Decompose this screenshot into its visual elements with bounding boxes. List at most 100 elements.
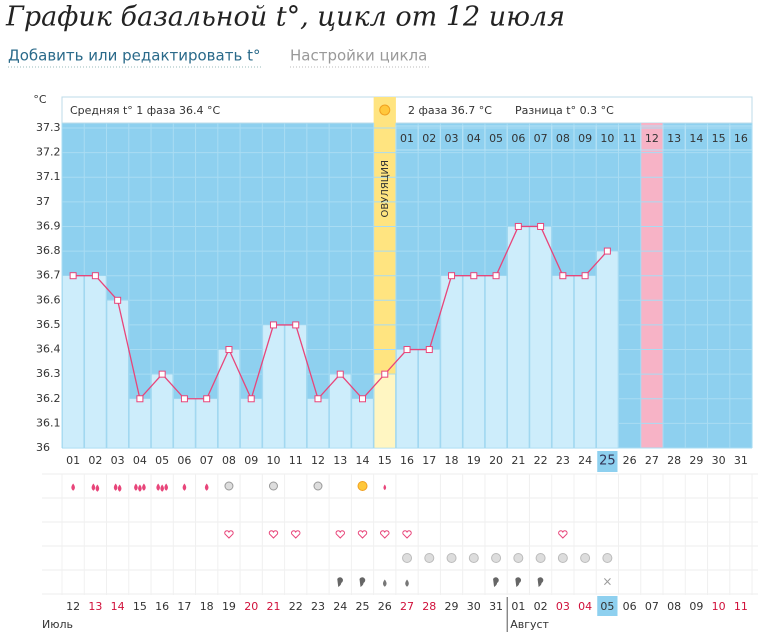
temperature-point [381, 370, 389, 378]
x-tick-label: 29 [689, 454, 703, 467]
date-label: 10 [712, 600, 726, 613]
pill-icon [402, 553, 413, 563]
bar [351, 398, 374, 449]
bar [240, 398, 263, 449]
date-label: 03 [556, 600, 570, 613]
comma-icon [493, 577, 499, 587]
pill-icon [580, 553, 591, 563]
x-tick-label: 10 [266, 454, 280, 467]
pill-icon [491, 553, 502, 563]
x-tick-label: 31 [734, 454, 748, 467]
x-tick-label: 04 [133, 454, 147, 467]
ovulation-label: ОВУЛЯЦИЯ [380, 160, 391, 218]
pill-icon [446, 553, 457, 563]
temperature-point [91, 272, 99, 280]
phase2-day: 09 [578, 132, 592, 145]
temperature-point [448, 272, 456, 280]
drop-icon [138, 484, 142, 492]
temperature-point [559, 272, 567, 280]
pill-icon [468, 553, 479, 563]
date-label: 11 [734, 600, 748, 613]
y-tick-label: 36.1 [36, 416, 61, 429]
y-tick-label: 37.3 [36, 121, 61, 134]
x-tick-label: 22 [534, 454, 548, 467]
today-date-box [597, 596, 618, 616]
drop-icon [164, 483, 168, 491]
x-tick-label: 27 [645, 454, 659, 467]
y-tick-label: 36.6 [36, 293, 61, 306]
date-label: 13 [88, 600, 102, 613]
edit-link[interactable]: Добавить или редактировать t° [8, 47, 260, 65]
bar [462, 275, 485, 449]
temperature-point [581, 272, 589, 280]
x-tick-label: 06 [177, 454, 191, 467]
bar [106, 300, 129, 449]
circle-icon [268, 481, 278, 491]
x-tick-label: 16 [400, 454, 414, 467]
x-tick-label: 13 [333, 454, 347, 467]
phase2-day: 13 [667, 132, 681, 145]
phase2-day: 01 [400, 132, 414, 145]
x-tick-label: 18 [445, 454, 459, 467]
drop-icon [95, 484, 100, 492]
drop-icon [91, 483, 96, 491]
pill-icon [513, 553, 524, 563]
x-tick-label: 09 [244, 454, 258, 467]
bar [84, 275, 107, 449]
comma-icon [515, 577, 522, 587]
pill-icon [557, 553, 568, 563]
y-tick-label: 36.9 [36, 219, 61, 232]
temperature-point [336, 370, 344, 378]
y-tick-label: 36.7 [36, 269, 61, 282]
date-label: 07 [645, 600, 659, 613]
temperature-point [603, 247, 611, 255]
phase2-day: 05 [489, 132, 503, 145]
x-tick-label: 25 [599, 454, 616, 469]
date-label: 26 [378, 600, 392, 613]
drop-icon [382, 579, 387, 587]
month-label: Август [510, 618, 549, 631]
bar [218, 349, 240, 449]
summary-box [61, 96, 753, 124]
x-tick-label: 03 [111, 454, 125, 467]
temperature-point [470, 272, 478, 280]
phase2-day: 14 [689, 132, 703, 145]
phase2-day: 16 [734, 132, 748, 145]
temperature-point [247, 395, 255, 403]
phase2-day: 06 [511, 132, 525, 145]
date-label: 25 [356, 600, 370, 613]
bar [485, 275, 507, 449]
temperature-point [203, 395, 211, 403]
pill-icon [535, 553, 546, 563]
comma-icon [537, 577, 544, 587]
settings-link[interactable]: Настройки цикла [290, 47, 427, 65]
drop-icon [134, 483, 138, 491]
date-label: 18 [200, 600, 214, 613]
drop-icon [142, 483, 146, 491]
bar [329, 373, 352, 449]
temperature-point [136, 395, 144, 403]
date-label: 16 [155, 600, 169, 613]
drop-icon [113, 483, 118, 491]
cross-icon: × [602, 575, 612, 589]
y-tick-label: 37.2 [36, 146, 61, 159]
date-label: 06 [623, 600, 637, 613]
date-label: 08 [667, 600, 681, 613]
x-tick-label: 08 [222, 454, 236, 467]
temperature-point [225, 346, 233, 354]
bar [551, 275, 574, 449]
x-tick-label: 19 [467, 454, 481, 467]
heart-icon [380, 530, 390, 539]
date-label: 12 [66, 600, 80, 613]
y-tick-label: 36.8 [36, 244, 61, 257]
drop-icon [182, 483, 187, 491]
bar [574, 275, 596, 449]
date-label: 14 [111, 600, 125, 613]
y-tick-label: 36 [36, 441, 50, 454]
x-tick-label: 26 [623, 454, 637, 467]
x-tick-label: 28 [667, 454, 681, 467]
date-label: 22 [289, 600, 303, 613]
x-tick-label: 15 [378, 454, 392, 467]
date-label: 01 [511, 600, 525, 613]
x-tick-label: 14 [356, 454, 370, 467]
